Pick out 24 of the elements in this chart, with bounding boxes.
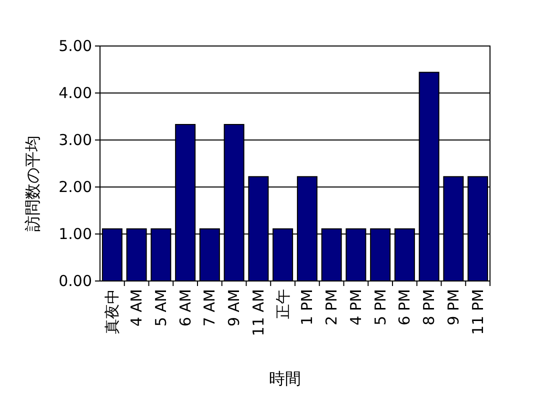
- x-tick-label: 7 AM: [200, 289, 219, 327]
- x-tick-label: 8 PM: [420, 289, 438, 326]
- y-tick-label: 1.00: [58, 225, 92, 243]
- y-tick-label: 4.00: [58, 84, 92, 102]
- x-axis-title: 時間: [269, 369, 301, 388]
- x-tick-label: 6 PM: [396, 289, 414, 326]
- x-tick-label: 11 PM: [468, 289, 487, 335]
- x-tick-label: 9 PM: [444, 289, 462, 326]
- x-tick-label: 5 PM: [371, 289, 390, 326]
- y-tick-label: 0.00: [58, 272, 92, 290]
- x-tick-label: 真夜中: [103, 289, 122, 334]
- y-tick-label: 3.00: [58, 131, 92, 149]
- x-tick-label: 5 AM: [152, 289, 170, 327]
- x-tick-label: 4 PM: [346, 289, 365, 326]
- x-tick-label: 2 PM: [322, 289, 341, 326]
- x-tick-label: 正午: [274, 289, 292, 319]
- x-tick-label: 6 AM: [176, 289, 194, 327]
- x-tick-label: 4 AM: [128, 289, 146, 327]
- y-tick-label: 5.00: [58, 37, 92, 55]
- x-tick-label: 9 AM: [225, 289, 244, 327]
- x-tick-label: 1 PM: [298, 289, 316, 326]
- y-axis-title: 訪問数の平均: [23, 136, 42, 232]
- x-tick-label: 11 AM: [249, 289, 268, 336]
- y-tick-label: 2.00: [58, 178, 92, 196]
